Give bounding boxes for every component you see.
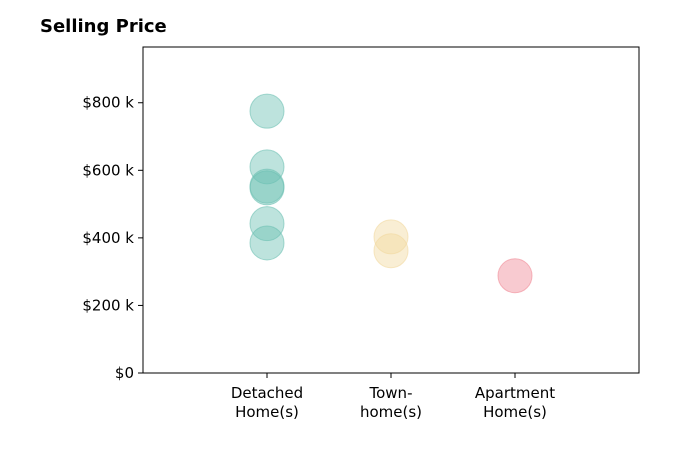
data-point <box>497 258 533 294</box>
data-point <box>373 219 409 255</box>
x-tick-label: Detached Home(s) <box>231 384 303 421</box>
data-point <box>249 170 285 206</box>
y-tick-label: $400 k <box>82 229 134 247</box>
x-tick-label: Apartment Home(s) <box>475 384 555 421</box>
plot-frame <box>142 46 640 374</box>
data-point <box>249 149 285 185</box>
chart-title: Selling Price <box>40 16 167 37</box>
data-point <box>249 225 285 261</box>
data-point <box>373 233 409 269</box>
y-tick-label: $800 k <box>82 94 134 112</box>
y-tick-label: $600 k <box>82 161 134 179</box>
x-tick-label: Town-home(s) <box>360 384 422 421</box>
data-point <box>249 206 285 242</box>
y-tick-label: $0 <box>115 364 134 382</box>
y-tick-label: $200 k <box>82 296 134 314</box>
data-point <box>249 93 285 129</box>
